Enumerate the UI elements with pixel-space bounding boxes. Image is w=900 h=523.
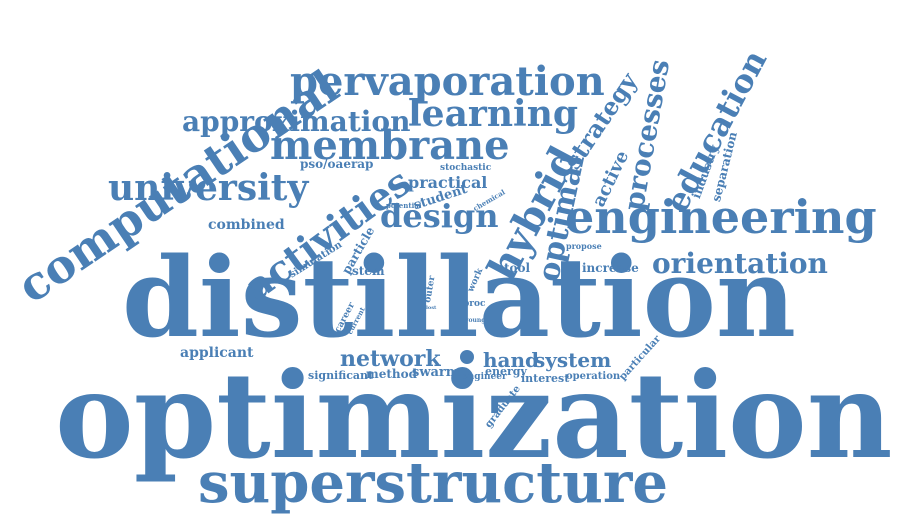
dot-mark [460, 350, 474, 364]
word-propose: propose [566, 241, 602, 251]
word-operation: operation [566, 371, 621, 382]
word-distillation: distillation [122, 233, 797, 362]
word-system: system [534, 348, 612, 372]
word-orientation: orientation [652, 247, 828, 280]
word-combined: combined [208, 217, 285, 233]
word-engineering: engineering [565, 190, 877, 244]
word-significant: significant [308, 369, 374, 382]
word-young: young [465, 317, 486, 324]
word-approximation: approximation [182, 105, 411, 138]
word-learning: learning [408, 93, 579, 135]
word-stem: stem [352, 264, 385, 278]
word-university: university [108, 167, 309, 209]
word-increase: increase [582, 261, 639, 275]
word-proc: proc [463, 299, 486, 309]
word-potential: potential [386, 201, 422, 210]
word-pervaporation: pervaporation [290, 58, 605, 105]
word-applicant: applicant [180, 345, 254, 361]
word-interest: interest [521, 372, 570, 385]
word-superstructure: superstructure [198, 450, 668, 516]
word-energy: energy [485, 365, 527, 378]
word-swarm: swarm [412, 365, 460, 380]
word-stochastic: stochastic [440, 163, 492, 173]
word-lost: lost [426, 305, 437, 311]
word-pso-oaerap: pso/oaerap [300, 157, 374, 171]
word-practical: practical [408, 173, 488, 192]
word-optimization: optimization [55, 346, 893, 485]
word-method: method [366, 367, 417, 381]
word-network: network [340, 346, 441, 372]
word-membrane: membrane [270, 122, 510, 169]
word-design: design [380, 197, 499, 235]
word-engineer: engineer [462, 372, 507, 382]
word-hand: hand [483, 348, 540, 372]
word-tool: tool [504, 261, 531, 275]
